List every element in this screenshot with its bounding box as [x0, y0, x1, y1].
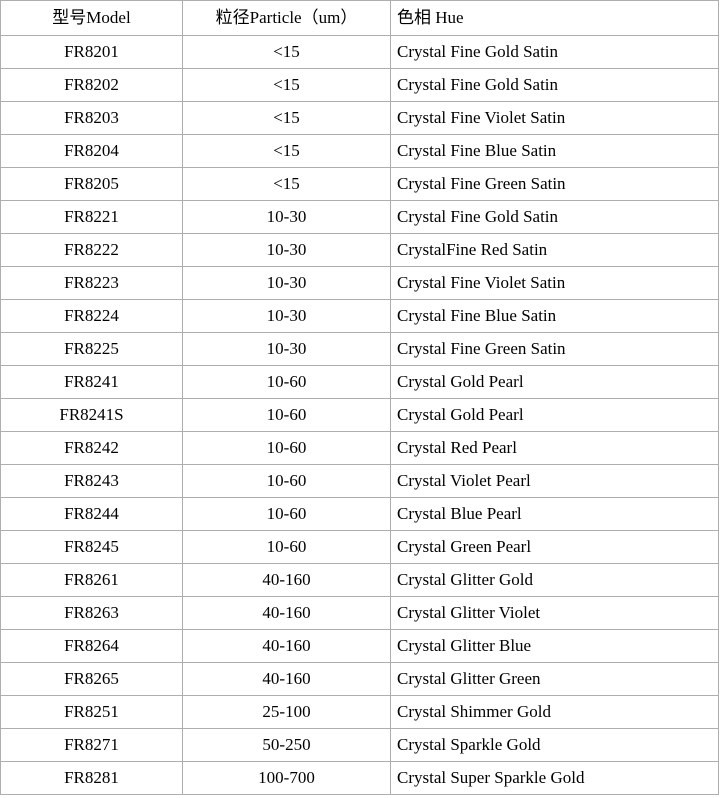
- cell-model: FR8261: [0, 563, 183, 597]
- cell-hue: Crystal Fine Gold Satin: [390, 200, 719, 234]
- table-row: FR8241 10-60 Crystal Gold Pearl: [0, 365, 719, 399]
- cell-model: FR8203: [0, 101, 183, 135]
- table-row: FR8264 40-160 Crystal Glitter Blue: [0, 629, 719, 663]
- cell-hue: Crystal Shimmer Gold: [390, 695, 719, 729]
- column-header-particle: 粒径Particle（um）: [182, 0, 391, 36]
- cell-hue: Crystal Fine Violet Satin: [390, 266, 719, 300]
- cell-model: FR8224: [0, 299, 183, 333]
- cell-hue: Crystal Fine Gold Satin: [390, 68, 719, 102]
- table-row: FR8271 50-250 Crystal Sparkle Gold: [0, 728, 719, 762]
- cell-model: FR8245: [0, 530, 183, 564]
- table-row: FR8245 10-60 Crystal Green Pearl: [0, 530, 719, 564]
- table-row: FR8281 100-700 Crystal Super Sparkle Gold: [0, 761, 719, 795]
- cell-hue: Crystal Fine Gold Satin: [390, 35, 719, 69]
- cell-model: FR8222: [0, 233, 183, 267]
- cell-hue: CrystalFine Red Satin: [390, 233, 719, 267]
- cell-particle-size: 10-60: [182, 398, 391, 432]
- table-row: FR8203 <15 Crystal Fine Violet Satin: [0, 101, 719, 135]
- cell-hue: Crystal Violet Pearl: [390, 464, 719, 498]
- table-row: FR8205 <15 Crystal Fine Green Satin: [0, 167, 719, 201]
- cell-model: FR8202: [0, 68, 183, 102]
- table-row: FR8261 40-160 Crystal Glitter Gold: [0, 563, 719, 597]
- cell-hue: Crystal Glitter Gold: [390, 563, 719, 597]
- table-row: FR8241S 10-60 Crystal Gold Pearl: [0, 398, 719, 432]
- cell-hue: Crystal Sparkle Gold: [390, 728, 719, 762]
- table-row: FR8244 10-60 Crystal Blue Pearl: [0, 497, 719, 531]
- cell-hue: Crystal Super Sparkle Gold: [390, 761, 719, 795]
- cell-model: FR8244: [0, 497, 183, 531]
- cell-particle-size: 10-30: [182, 233, 391, 267]
- cell-particle-size: 10-60: [182, 431, 391, 465]
- cell-model: FR8264: [0, 629, 183, 663]
- cell-model: FR8225: [0, 332, 183, 366]
- header-row: 型号Model 粒径Particle（um） 色相 Hue: [0, 0, 719, 36]
- cell-hue: Crystal Blue Pearl: [390, 497, 719, 531]
- cell-model: FR8204: [0, 134, 183, 168]
- cell-particle-size: 10-30: [182, 266, 391, 300]
- cell-particle-size: 10-60: [182, 530, 391, 564]
- cell-particle-size: 10-60: [182, 497, 391, 531]
- cell-particle-size: 40-160: [182, 662, 391, 696]
- cell-hue: Crystal Gold Pearl: [390, 365, 719, 399]
- cell-hue: Crystal Gold Pearl: [390, 398, 719, 432]
- table-row: FR8204 <15 Crystal Fine Blue Satin: [0, 134, 719, 168]
- cell-particle-size: 25-100: [182, 695, 391, 729]
- table-row: FR8222 10-30 CrystalFine Red Satin: [0, 233, 719, 267]
- table-header: 型号Model 粒径Particle（um） 色相 Hue: [0, 0, 719, 36]
- table-row: FR8223 10-30 Crystal Fine Violet Satin: [0, 266, 719, 300]
- table-row: FR8225 10-30 Crystal Fine Green Satin: [0, 332, 719, 366]
- cell-model: FR8265: [0, 662, 183, 696]
- cell-hue: Crystal Fine Blue Satin: [390, 299, 719, 333]
- cell-particle-size: 10-60: [182, 365, 391, 399]
- cell-hue: Crystal Fine Green Satin: [390, 167, 719, 201]
- cell-particle-size: <15: [182, 101, 391, 135]
- cell-particle-size: <15: [182, 35, 391, 69]
- cell-hue: Crystal Red Pearl: [390, 431, 719, 465]
- column-header-model: 型号Model: [0, 0, 183, 36]
- cell-particle-size: 10-30: [182, 299, 391, 333]
- cell-particle-size: 40-160: [182, 563, 391, 597]
- table-row: FR8243 10-60 Crystal Violet Pearl: [0, 464, 719, 498]
- cell-model: FR8242: [0, 431, 183, 465]
- cell-model: FR8201: [0, 35, 183, 69]
- table-row: FR8265 40-160 Crystal Glitter Green: [0, 662, 719, 696]
- cell-model: FR8221: [0, 200, 183, 234]
- cell-model: FR8263: [0, 596, 183, 630]
- cell-hue: Crystal Fine Blue Satin: [390, 134, 719, 168]
- table-row: FR8224 10-30 Crystal Fine Blue Satin: [0, 299, 719, 333]
- cell-hue: Crystal Fine Violet Satin: [390, 101, 719, 135]
- column-header-hue: 色相 Hue: [390, 0, 719, 36]
- cell-particle-size: 40-160: [182, 596, 391, 630]
- cell-model: FR8223: [0, 266, 183, 300]
- cell-model: FR8205: [0, 167, 183, 201]
- cell-model: FR8281: [0, 761, 183, 795]
- table-row: FR8202 <15 Crystal Fine Gold Satin: [0, 68, 719, 102]
- table-row: FR8263 40-160 Crystal Glitter Violet: [0, 596, 719, 630]
- cell-particle-size: 10-30: [182, 200, 391, 234]
- cell-particle-size: 10-30: [182, 332, 391, 366]
- table-row: FR8201 <15 Crystal Fine Gold Satin: [0, 35, 719, 69]
- cell-hue: Crystal Fine Green Satin: [390, 332, 719, 366]
- cell-hue: Crystal Glitter Blue: [390, 629, 719, 663]
- cell-particle-size: <15: [182, 167, 391, 201]
- cell-model: FR8241S: [0, 398, 183, 432]
- cell-model: FR8243: [0, 464, 183, 498]
- cell-particle-size: 50-250: [182, 728, 391, 762]
- cell-hue: Crystal Glitter Violet: [390, 596, 719, 630]
- cell-particle-size: <15: [182, 68, 391, 102]
- cell-model: FR8271: [0, 728, 183, 762]
- cell-particle-size: 100-700: [182, 761, 391, 795]
- cell-particle-size: 40-160: [182, 629, 391, 663]
- cell-model: FR8241: [0, 365, 183, 399]
- cell-hue: Crystal Green Pearl: [390, 530, 719, 564]
- table-row: FR8251 25-100 Crystal Shimmer Gold: [0, 695, 719, 729]
- cell-particle-size: 10-60: [182, 464, 391, 498]
- table-body: FR8201 <15 Crystal Fine Gold Satin FR8202 <1…: [0, 35, 719, 795]
- table-row: FR8242 10-60 Crystal Red Pearl: [0, 431, 719, 465]
- table-row: FR8221 10-30 Crystal Fine Gold Satin: [0, 200, 719, 234]
- cell-particle-size: <15: [182, 134, 391, 168]
- cell-hue: Crystal Glitter Green: [390, 662, 719, 696]
- cell-model: FR8251: [0, 695, 183, 729]
